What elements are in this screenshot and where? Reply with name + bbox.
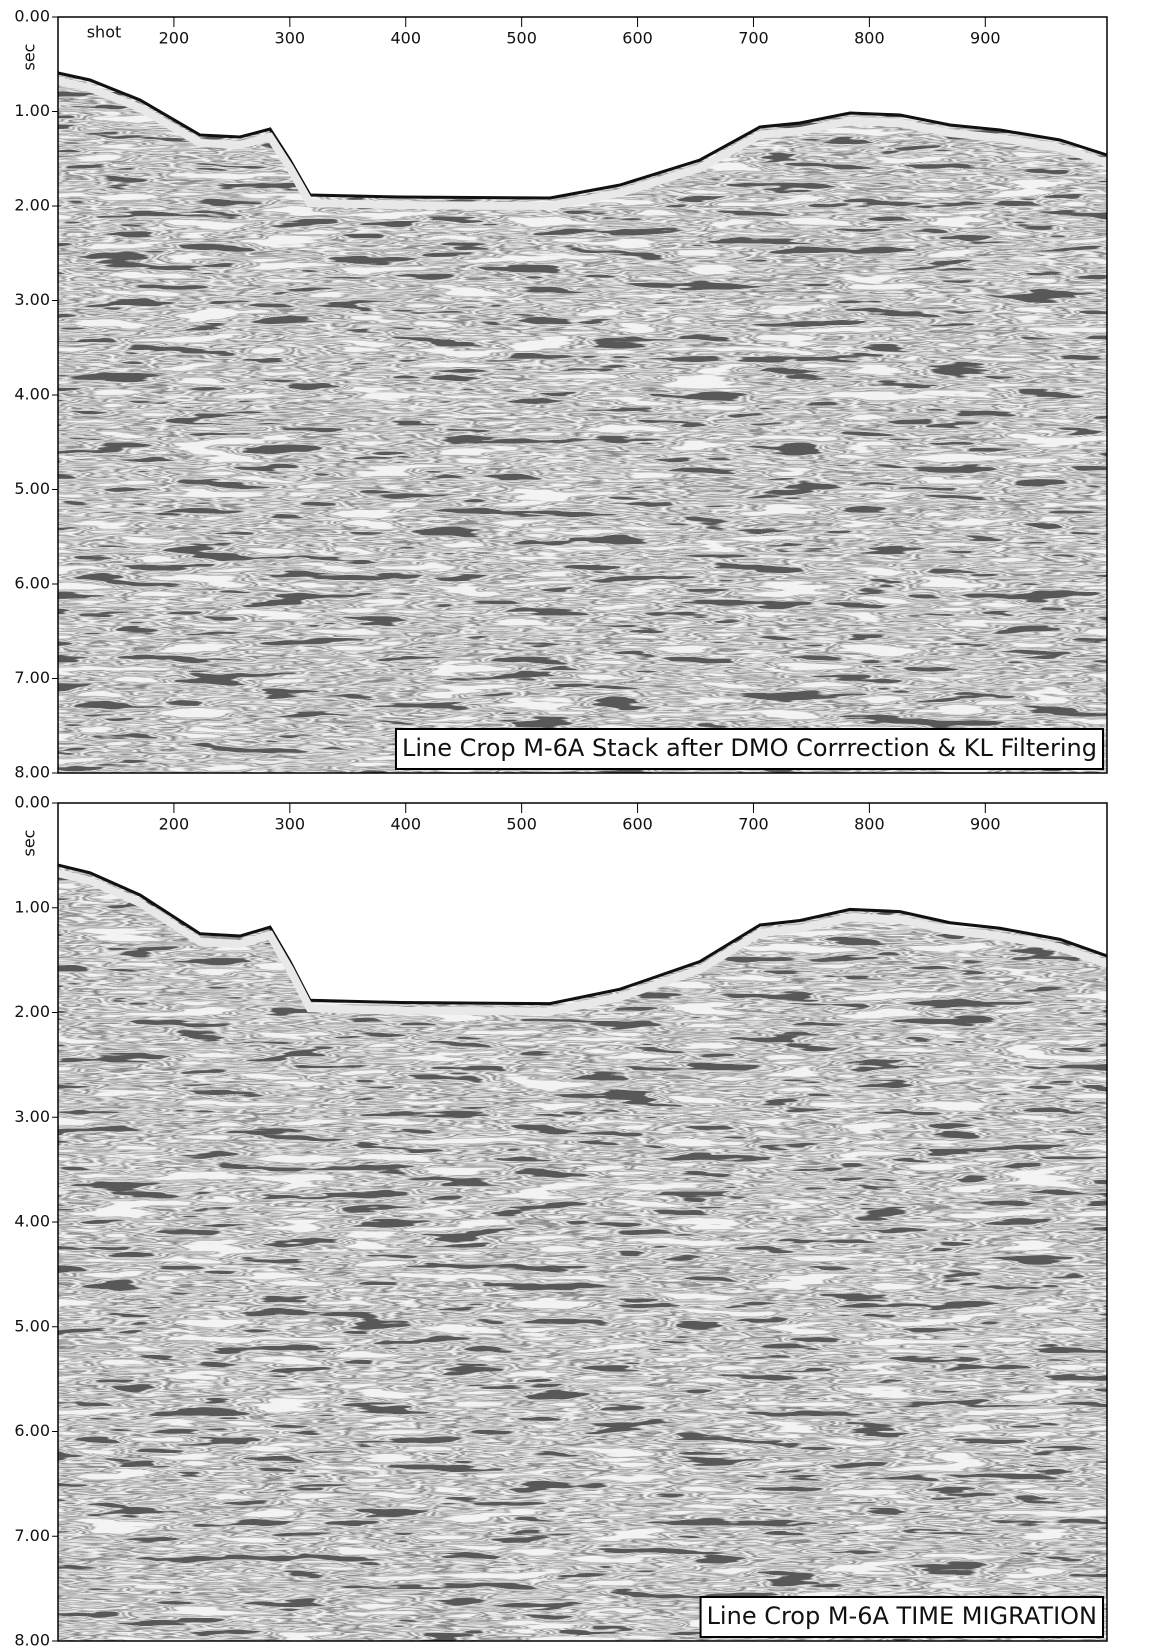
x-tick-label: 600 (622, 815, 653, 834)
y-tick-label: 0.00 (14, 7, 50, 26)
y-tick-label: 4.00 (14, 385, 50, 404)
x-tick-label: 200 (159, 29, 190, 48)
x-tick-label: 700 (738, 29, 769, 48)
annotation-box (394, 728, 1104, 770)
y-axis-label: sec (20, 830, 39, 857)
x-tick-label: 700 (738, 815, 769, 834)
annotation-box (699, 1596, 1104, 1638)
y-tick-label: 8.00 (14, 763, 50, 782)
x-tick-label: 500 (506, 815, 537, 834)
y-tick-label: 6.00 (14, 1421, 50, 1440)
x-tick-label: 500 (506, 29, 537, 48)
x-tick-label: 300 (275, 29, 306, 48)
water-column (58, 17, 1107, 198)
annotation: Line Crop M-6A TIME MIGRATION (707, 1602, 1097, 1630)
y-tick-label: 1.00 (14, 897, 50, 916)
seafloor (57, 71, 1108, 200)
y-tick-label: 1.00 (14, 101, 50, 120)
y-tick-label: 3.00 (14, 290, 50, 309)
x-tick-label: 900 (970, 29, 1001, 48)
y-tick-label: 5.00 (14, 479, 50, 498)
x-tick-label: 600 (622, 29, 653, 48)
y-tick-label: 2.00 (14, 196, 50, 215)
seafloor-band (57, 77, 1109, 211)
x-tick-label: 200 (159, 815, 190, 834)
x-tick-label: 400 (390, 29, 421, 48)
y-tick-label: 5.00 (14, 1316, 50, 1335)
y-tick-label: 4.00 (14, 1212, 50, 1231)
panel: 0.00 1.00 2.00 3.00 4.00 5.00 6.00 7.00 8.00 200 3… (14, 793, 1109, 1649)
seafloor (57, 863, 1108, 1006)
x-tick-label: 300 (275, 815, 306, 834)
y-tick-label: 7.00 (14, 668, 50, 687)
y-tick-label: 0.00 (14, 793, 50, 812)
panel: 0.00 1.00 2.00 3.00 4.00 5.00 6.00 7.00 8.00 200 3… (14, 7, 1109, 782)
y-tick-label: 3.00 (14, 1107, 50, 1126)
y-axis-label: sec (20, 44, 39, 71)
x-tick-label: 800 (854, 29, 885, 48)
seafloor-band (57, 869, 1109, 1016)
x-tick-label: 400 (390, 815, 421, 834)
y-tick-label: 6.00 (14, 574, 50, 593)
water-column (58, 803, 1107, 1004)
y-tick-label: 8.00 (14, 1631, 50, 1649)
y-tick-label: 7.00 (14, 1526, 50, 1545)
x-axis-label: shot (87, 23, 122, 42)
x-tick-label: 800 (854, 815, 885, 834)
y-tick-label: 2.00 (14, 1002, 50, 1021)
annotation: Line Crop M-6A Stack after DMO Corrrecti… (402, 734, 1097, 762)
x-tick-label: 900 (970, 815, 1001, 834)
